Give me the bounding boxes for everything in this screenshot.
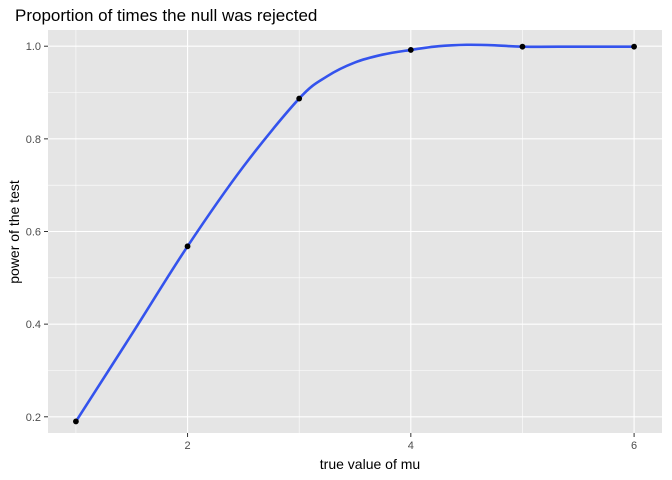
x-axis-ticks: 2 4 6 bbox=[184, 433, 637, 452]
y-axis-ticks: 0.2 0.4 0.6 0.8 1.0 bbox=[26, 41, 48, 424]
x-tick-label: 4 bbox=[408, 440, 414, 452]
y-tick-label: 1.0 bbox=[26, 41, 41, 53]
y-tick-label: 0.2 bbox=[26, 412, 41, 424]
data-point bbox=[296, 95, 303, 102]
y-tick-label: 0.4 bbox=[26, 319, 41, 331]
y-tick-label: 0.6 bbox=[26, 227, 41, 239]
chart-title: Proportion of times the null was rejecte… bbox=[15, 6, 317, 25]
data-point bbox=[631, 43, 637, 50]
x-tick-label: 6 bbox=[631, 440, 637, 452]
y-tick-label: 0.8 bbox=[26, 134, 41, 146]
data-points bbox=[73, 43, 637, 425]
data-point bbox=[407, 47, 414, 53]
major-gridlines bbox=[48, 30, 662, 433]
data-point bbox=[519, 43, 526, 50]
x-tick-label: 2 bbox=[184, 440, 190, 452]
data-point bbox=[73, 418, 79, 425]
y-axis-label: power of the test bbox=[6, 180, 22, 284]
data-point bbox=[184, 243, 191, 250]
x-axis-label: true value of mu bbox=[320, 456, 420, 472]
